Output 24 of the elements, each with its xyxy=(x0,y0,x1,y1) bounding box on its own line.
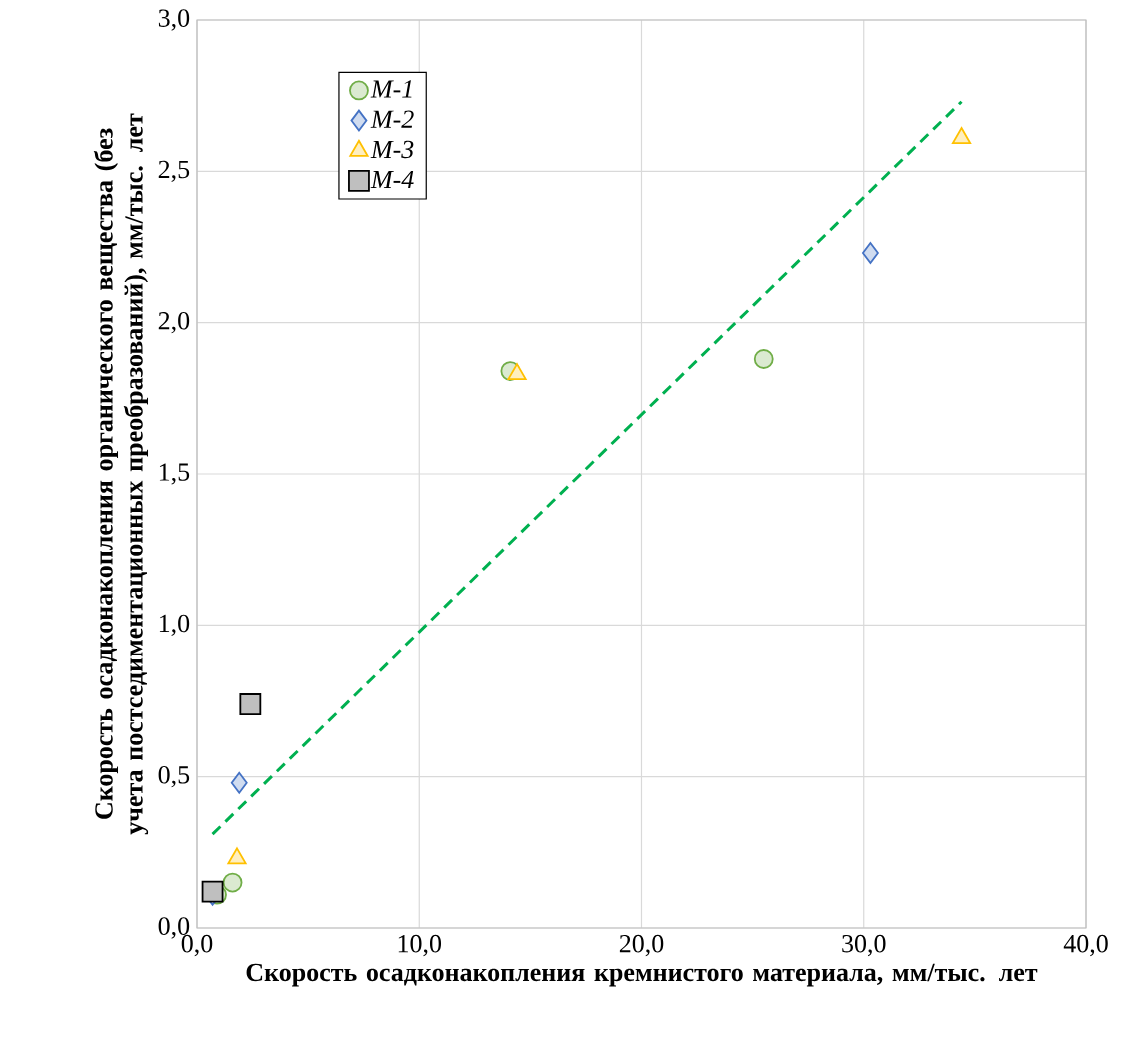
x-tick-label: 10,0 xyxy=(398,934,442,957)
x-tick-label: 30,0 xyxy=(842,934,886,957)
point xyxy=(230,771,248,794)
y-tick-label: 2,5 xyxy=(158,160,190,182)
point xyxy=(201,880,224,903)
point xyxy=(222,872,243,893)
legend-label: M-3 xyxy=(370,140,414,159)
legend-label: M-2 xyxy=(370,110,414,128)
y-tick-label: 3,0 xyxy=(158,9,190,31)
y-axis-title: Скорость осадконакопления органического вещества (без учета постседиментационных преобразований), мм/тыс. лет xyxy=(93,113,149,835)
y-tick-label: 1,0 xyxy=(159,614,190,636)
legend-label: M-1 xyxy=(370,80,412,98)
y-tick-label: 0,5 xyxy=(158,766,190,788)
point xyxy=(951,127,972,144)
x-axis-title: Скорость осадконакопления кремнистого материала, мм/тыс. лет xyxy=(246,963,1038,987)
point xyxy=(753,349,774,369)
legend-label: M-4 xyxy=(370,170,414,189)
point xyxy=(507,363,527,381)
y-tick-label: 1,5 xyxy=(159,463,190,485)
point xyxy=(862,242,879,264)
point xyxy=(239,693,262,715)
x-tick-label: 40,0 xyxy=(1063,934,1108,957)
x-tick-label: 20,0 xyxy=(619,934,664,957)
y-tick-label: 2,0 xyxy=(158,312,190,334)
